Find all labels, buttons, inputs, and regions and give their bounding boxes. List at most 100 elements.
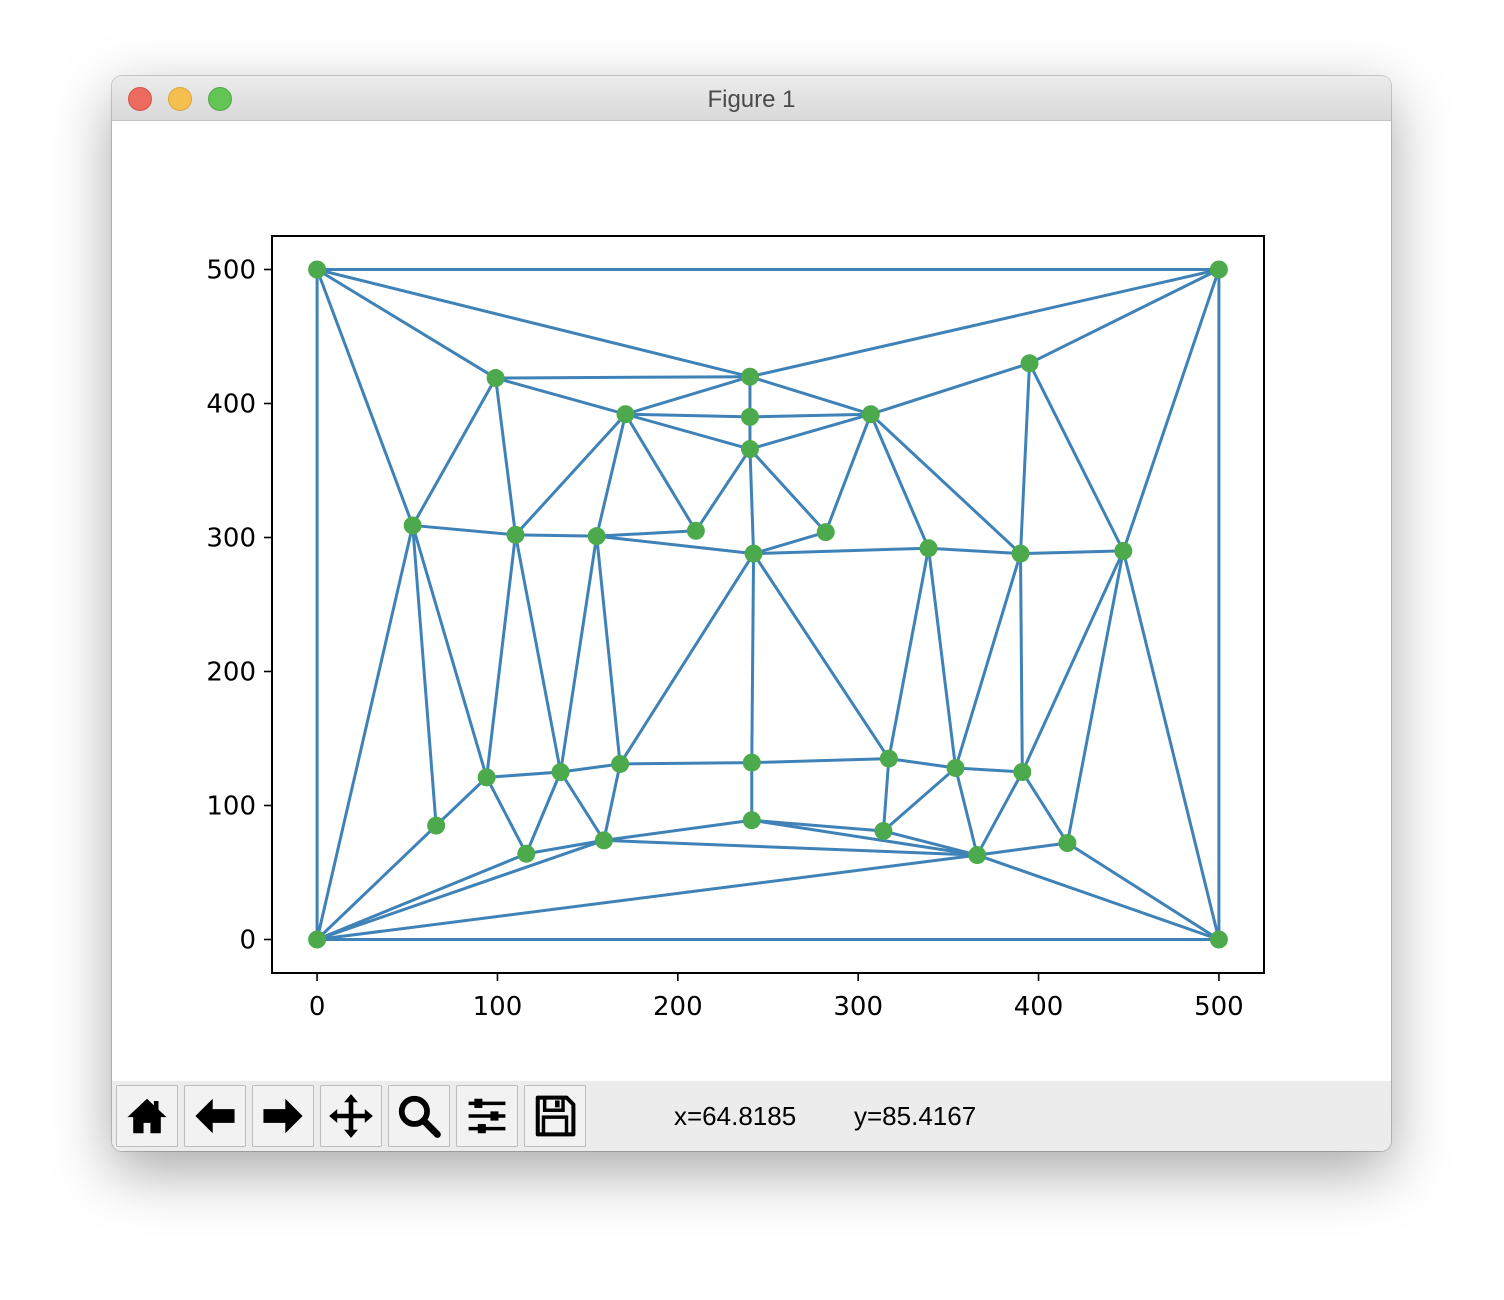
mesh-edge (887, 547, 930, 759)
mesh-edge (1121, 269, 1221, 552)
mesh-point (1020, 354, 1039, 373)
mesh-point (403, 516, 422, 535)
y-tick-label: 400 (206, 390, 256, 420)
mesh-edge (753, 530, 827, 556)
mesh-edge (603, 818, 752, 842)
home-button[interactable] (116, 1085, 178, 1147)
mesh-edge (749, 268, 1220, 379)
x-tick-label: 100 (473, 992, 523, 1022)
mesh-edge (977, 841, 1068, 857)
mesh-point (616, 405, 635, 424)
mesh-point (879, 749, 898, 768)
mesh-edge (485, 534, 517, 778)
y-tick-label: 200 (206, 658, 256, 688)
move-arrows-icon (329, 1094, 373, 1138)
mesh-edge (625, 412, 750, 419)
mesh-edge (694, 448, 752, 532)
x-tick-label: 300 (833, 992, 883, 1022)
mesh-edge (869, 413, 1022, 555)
mesh-edge (411, 525, 438, 826)
mesh-edge (883, 829, 978, 857)
y-tick-label: 500 (206, 256, 256, 286)
mesh-edge (869, 413, 930, 549)
mesh-edge (1028, 268, 1220, 365)
zoom-button[interactable] (388, 1085, 450, 1147)
mesh-edge (1121, 550, 1221, 940)
mesh-edge (1020, 549, 1124, 556)
mesh-edge (495, 375, 750, 380)
mesh-point (968, 846, 987, 865)
mesh-edge (315, 268, 415, 526)
mesh-edge (559, 535, 599, 773)
mesh-edge (954, 553, 1022, 769)
mesh-edge (495, 376, 626, 416)
mesh-point (740, 440, 759, 459)
mesh-edge (1020, 550, 1125, 773)
mesh-point (1011, 544, 1030, 563)
mesh-point (1114, 541, 1133, 560)
mesh-point (1209, 260, 1228, 279)
close-window-button[interactable] (128, 87, 152, 111)
title-bar[interactable]: Figure 1 (112, 76, 1391, 121)
mesh-edge (1066, 841, 1220, 941)
navigation-toolbar: x=64.8185 y=85.4167 (112, 1081, 1391, 1151)
maximize-window-button[interactable] (208, 87, 232, 111)
pan-button[interactable] (320, 1085, 382, 1147)
back-button[interactable] (184, 1085, 246, 1147)
mesh-point (308, 260, 327, 279)
mesh-point (486, 369, 505, 388)
save-button[interactable] (524, 1085, 586, 1147)
mesh-point (308, 930, 327, 949)
mesh-edge (870, 361, 1030, 416)
mesh-point (477, 768, 496, 787)
mesh-edge (486, 770, 561, 779)
mesh-edge (753, 546, 929, 556)
mesh-point (506, 525, 525, 544)
mesh-edge (954, 767, 979, 856)
sliders-icon (468, 1098, 506, 1134)
mesh-edge (1065, 550, 1125, 844)
mesh-edge (955, 766, 1023, 774)
mesh-edge (976, 853, 1220, 941)
window-title: Figure 1 (707, 86, 796, 113)
mesh-edge (602, 763, 622, 841)
mesh-edge (748, 449, 756, 554)
x-tick-label: 200 (653, 992, 703, 1022)
mesh-edge (1028, 362, 1125, 552)
plot-svg[interactable]: 0 100 200 300 400 500 0 100 200 300 400 500 (112, 121, 1391, 1081)
mesh-edge (514, 534, 563, 773)
mesh-edge (1021, 771, 1069, 844)
mesh-edge (316, 268, 497, 380)
mesh-edge (595, 413, 627, 537)
mesh-point (1058, 834, 1077, 853)
mesh-edge (882, 766, 957, 833)
mesh-point (517, 844, 536, 863)
forward-button[interactable] (252, 1085, 314, 1147)
mesh-edge (975, 771, 1024, 856)
figure-canvas[interactable]: 0 100 200 300 400 500 0 100 200 300 400 500 (112, 121, 1391, 1081)
x-tick-label: 0 (309, 992, 326, 1022)
mesh-point (742, 753, 761, 772)
mesh-edge (316, 268, 751, 379)
mesh-edge (625, 375, 751, 416)
mesh-point (742, 811, 761, 830)
cursor-x-readout: x=64.8185 (674, 1101, 797, 1131)
mesh-edge (560, 762, 621, 774)
mesh-edge (515, 533, 597, 538)
mesh-edge (927, 548, 958, 769)
x-axis-ticks: 0 100 200 300 400 500 (309, 973, 1244, 1022)
mesh-edge (524, 771, 562, 855)
mesh-edge (1019, 363, 1032, 554)
mesh-point (874, 821, 893, 840)
cursor-y-readout: y=85.4167 (854, 1101, 977, 1131)
mesh-edge (750, 553, 756, 763)
mesh-point (946, 758, 965, 777)
mesh-edge (748, 448, 827, 534)
mesh-point (816, 523, 835, 542)
mesh-point (740, 407, 759, 426)
mesh-edge (411, 377, 497, 527)
minimize-window-button[interactable] (168, 87, 192, 111)
subplots-button[interactable] (456, 1085, 518, 1147)
mesh-point (427, 816, 446, 835)
mesh-edge (618, 552, 755, 765)
